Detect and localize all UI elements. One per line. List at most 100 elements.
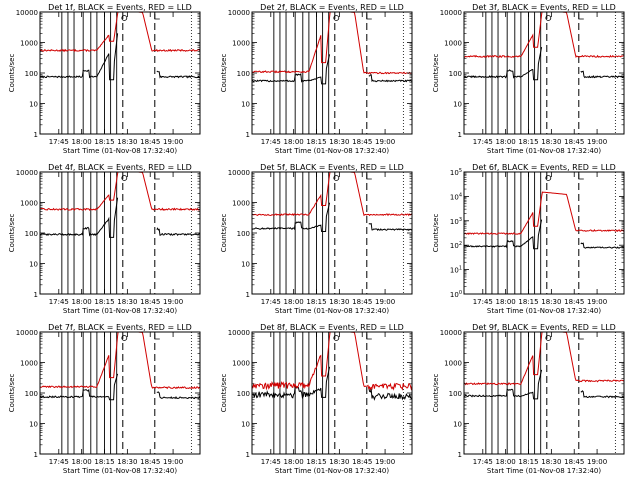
y-tick-label: 1000 xyxy=(20,360,38,368)
series-line-lld xyxy=(40,12,200,53)
y-tick-label: 10 xyxy=(29,101,38,109)
y-tick-label: 10000 xyxy=(16,9,38,17)
x-tick-label: 18:45 xyxy=(564,458,584,466)
x-tick-label: 18:15 xyxy=(94,138,114,146)
y-axis-label: Counts/sec xyxy=(8,374,16,413)
x-tick-label: 18:15 xyxy=(306,458,326,466)
x-tick-label: 19:00 xyxy=(587,138,607,146)
series-line-events xyxy=(40,33,200,81)
state-marker xyxy=(578,174,584,180)
state-marker xyxy=(333,175,340,181)
x-tick-label: 17:45 xyxy=(261,298,281,306)
x-tick-label: 18:15 xyxy=(518,458,538,466)
y-tick-label: 100 xyxy=(449,390,462,398)
x-axis-label: Start Time (01-Nov-08 17:32:40) xyxy=(275,467,389,475)
chart-panel-2: Det 2f, BLACK = Events, RED = LLD 1 10 100 1… xyxy=(220,3,413,155)
state-marker xyxy=(333,15,340,21)
x-tick-label: 18:30 xyxy=(541,458,561,466)
series-line-lld xyxy=(252,12,412,75)
y-tick-label: 100 xyxy=(25,230,38,238)
x-tick-label: 18:00 xyxy=(72,138,92,146)
x-tick-label: 18:30 xyxy=(117,298,137,306)
x-tick-label: 18:45 xyxy=(352,458,372,466)
chart-title: Det 3f, BLACK = Events, RED = LLD xyxy=(472,3,616,12)
x-axis-label: Start Time (01-Nov-08 17:32:40) xyxy=(275,307,389,315)
y-tick-label: 100 xyxy=(450,290,462,299)
chart-title: Det 9f, BLACK = Events, RED = LLD xyxy=(472,323,616,332)
y-tick-label: 1 xyxy=(246,451,250,459)
state-marker xyxy=(545,175,552,181)
series-line-events xyxy=(252,54,412,85)
plot-frame xyxy=(39,171,201,295)
x-tick-label: 18:45 xyxy=(352,298,372,306)
chart-panel-9: Det 9f, BLACK = Events, RED = LLD 1 10 100 1… xyxy=(432,323,625,475)
y-tick-label: 1000 xyxy=(20,200,38,208)
y-axis-label: Counts/sec xyxy=(432,54,440,93)
y-axis-label: Counts/sec xyxy=(220,214,228,253)
chart-title: Det 4f, BLACK = Events, RED = LLD xyxy=(48,163,192,172)
y-tick-label: 10000 xyxy=(440,329,462,337)
x-tick-label: 18:30 xyxy=(329,458,349,466)
series-line-events xyxy=(464,219,624,250)
plot-frame xyxy=(463,171,625,295)
y-axis-label: Counts/sec xyxy=(432,214,440,253)
series-line-lld xyxy=(40,172,200,211)
plot-frame xyxy=(39,331,201,455)
chart-panel-5: Det 5f, BLACK = Events, RED = LLD 1 10 100 1… xyxy=(220,163,413,315)
x-tick-label: 18:15 xyxy=(306,298,326,306)
series-line-lld xyxy=(252,172,412,217)
x-tick-label: 18:00 xyxy=(496,298,516,306)
x-tick-label: 18:15 xyxy=(94,298,114,306)
y-tick-label: 10 xyxy=(29,421,38,429)
series-line-lld xyxy=(464,191,624,236)
y-axis-label: Counts/sec xyxy=(432,374,440,413)
x-tick-label: 18:30 xyxy=(117,138,137,146)
x-tick-label: 19:00 xyxy=(375,138,395,146)
chart-title: Det 8f, BLACK = Events, RED = LLD xyxy=(260,323,404,332)
x-axis-label: Start Time (01-Nov-08 17:32:40) xyxy=(63,147,177,155)
y-tick-label: 1000 xyxy=(232,40,250,48)
x-tick-label: 18:45 xyxy=(564,138,584,146)
x-tick-label: 17:45 xyxy=(473,138,493,146)
plot-frame xyxy=(39,11,201,135)
y-axis-label: Counts/sec xyxy=(8,214,16,253)
x-tick-label: 18:15 xyxy=(518,298,538,306)
x-tick-label: 18:45 xyxy=(140,458,160,466)
x-tick-label: 17:45 xyxy=(49,298,69,306)
x-tick-label: 18:00 xyxy=(496,138,516,146)
state-marker xyxy=(366,334,372,340)
chart-title: Det 2f, BLACK = Events, RED = LLD xyxy=(260,3,404,12)
state-marker xyxy=(366,174,372,180)
chart-title: Det 7f, BLACK = Events, RED = LLD xyxy=(48,323,192,332)
y-tick-label: 105 xyxy=(450,168,462,177)
series-line-events xyxy=(252,366,412,401)
plot-frame xyxy=(251,171,413,295)
series-line-events xyxy=(464,369,624,400)
x-tick-label: 19:00 xyxy=(163,298,183,306)
series-line-events xyxy=(464,47,624,81)
x-tick-label: 18:45 xyxy=(352,138,372,146)
y-tick-label: 1 xyxy=(34,291,38,299)
x-tick-label: 18:00 xyxy=(496,458,516,466)
series-line-lld xyxy=(464,12,624,59)
state-marker xyxy=(154,174,160,180)
state-marker xyxy=(366,14,372,20)
y-tick-label: 10 xyxy=(29,261,38,269)
series-line-lld xyxy=(464,332,624,386)
x-tick-label: 19:00 xyxy=(163,138,183,146)
y-tick-label: 10000 xyxy=(440,9,462,17)
series-line-events xyxy=(40,373,200,401)
x-tick-label: 19:00 xyxy=(375,458,395,466)
y-tick-label: 100 xyxy=(237,230,250,238)
x-tick-label: 18:00 xyxy=(72,458,92,466)
chart-panel-7: Det 7f, BLACK = Events, RED = LLD 1 10 100 1… xyxy=(8,323,201,475)
y-tick-label: 100 xyxy=(237,390,250,398)
series-line-lld xyxy=(40,332,200,390)
state-marker xyxy=(545,15,552,21)
y-tick-label: 101 xyxy=(450,266,462,275)
series-line-events xyxy=(252,202,412,232)
y-tick-label: 103 xyxy=(450,217,462,226)
x-tick-label: 19:00 xyxy=(375,298,395,306)
